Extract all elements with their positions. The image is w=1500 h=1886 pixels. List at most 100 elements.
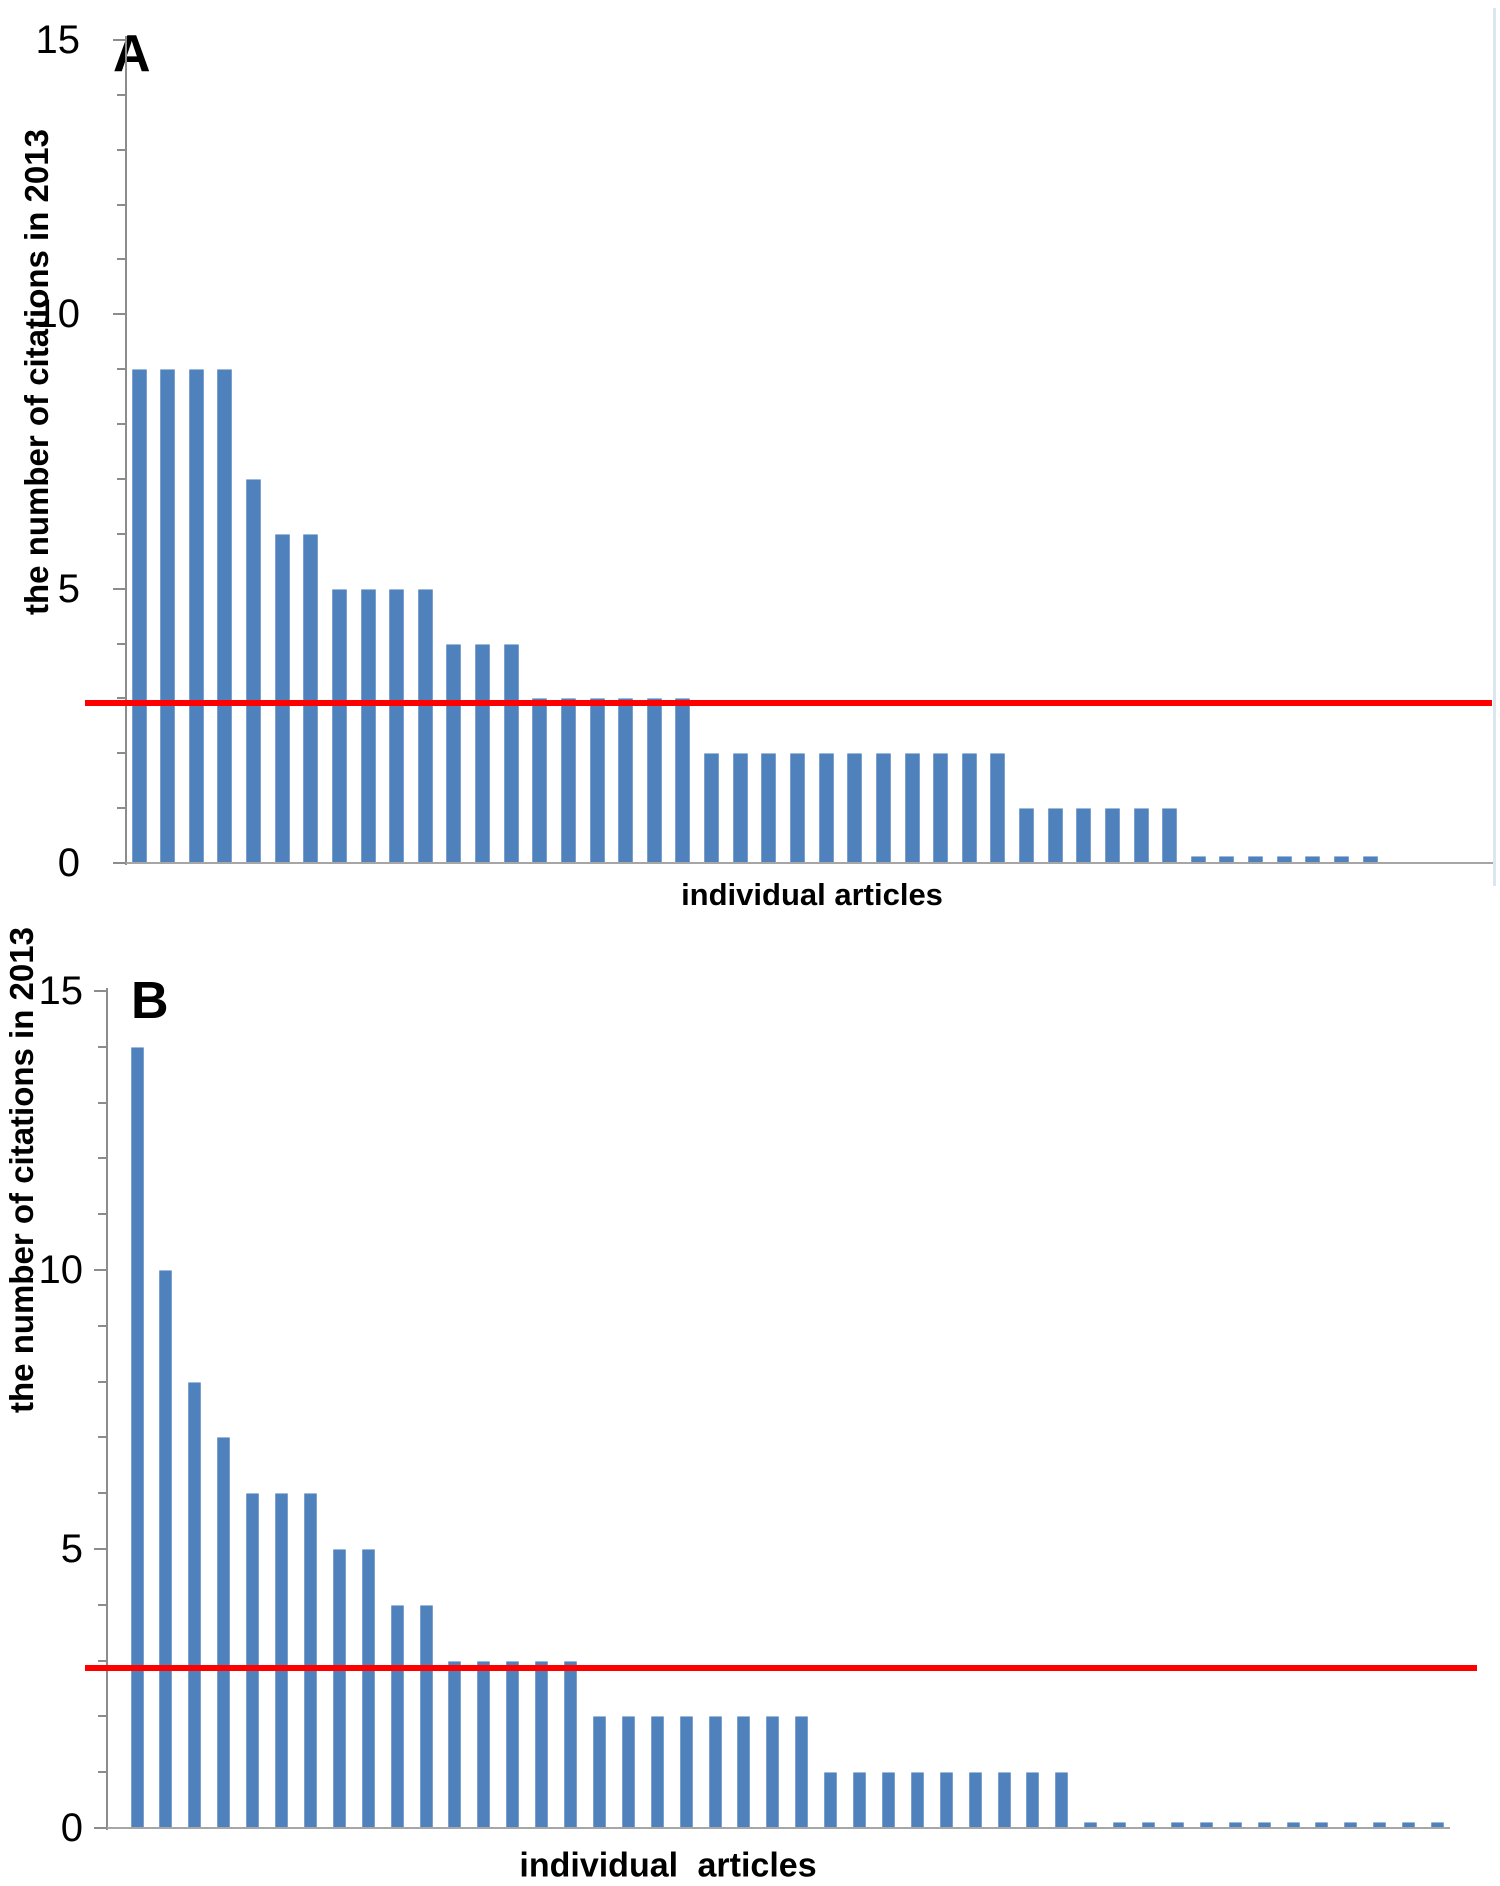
bar <box>1363 856 1378 863</box>
y-axis-tick <box>117 368 126 370</box>
bar <box>733 753 748 863</box>
bar <box>246 1493 259 1828</box>
bar <box>647 698 662 863</box>
x-axis-line <box>126 862 1493 864</box>
bar <box>1219 856 1234 863</box>
bar <box>561 698 576 863</box>
bar <box>131 1047 144 1828</box>
threshold-line <box>85 700 1492 706</box>
y-axis-tick <box>117 149 126 151</box>
bar <box>1229 1822 1242 1828</box>
bar <box>132 369 147 863</box>
panel-letter-a: A <box>113 25 151 83</box>
bar <box>709 1716 722 1828</box>
bar <box>1105 808 1120 863</box>
y-axis-tick <box>117 752 126 754</box>
bar <box>790 753 805 863</box>
bar <box>1191 856 1206 863</box>
y-axis-line <box>125 36 127 865</box>
bar <box>304 1493 317 1828</box>
bar <box>819 753 834 863</box>
bar <box>1334 856 1349 863</box>
bar <box>361 589 376 863</box>
bar <box>1171 1822 1184 1828</box>
y-axis-title: the number of citations in 2013 <box>3 927 40 1413</box>
bar <box>1248 856 1263 863</box>
bar <box>969 1772 982 1828</box>
bar <box>504 644 519 863</box>
plot-right-border <box>1493 8 1496 886</box>
y-axis-tick <box>98 1492 107 1494</box>
bar <box>1344 1822 1357 1828</box>
y-axis-tick <box>98 1325 107 1327</box>
bar <box>418 589 433 863</box>
y-axis-tick <box>94 1269 107 1271</box>
bar <box>333 1549 346 1828</box>
bar <box>362 1549 375 1828</box>
y-axis-tick <box>98 1436 107 1438</box>
x-axis-title: individual articles <box>519 1846 817 1885</box>
y-axis-tick <box>98 1157 107 1159</box>
bar <box>1402 1822 1415 1828</box>
bar <box>275 1493 288 1828</box>
bar <box>962 753 977 863</box>
bar <box>766 1716 779 1828</box>
y-axis-tick <box>117 94 126 96</box>
y-axis-tick <box>117 697 126 699</box>
bar <box>389 589 404 863</box>
y-axis-tick <box>113 862 126 864</box>
panel-letter-b: B <box>131 972 169 1030</box>
y-axis-tick <box>98 1046 107 1048</box>
bar <box>680 1716 693 1828</box>
bar <box>940 1772 953 1828</box>
bar <box>847 753 862 863</box>
y-axis-tick <box>98 1771 107 1773</box>
bar <box>911 1772 924 1828</box>
bar <box>876 753 891 863</box>
y-tick-label: 10 <box>35 292 81 336</box>
y-axis-tick <box>98 1660 107 1662</box>
bar <box>675 698 690 863</box>
bar <box>303 534 318 863</box>
bar <box>475 644 490 863</box>
y-tick-label: 15 <box>38 969 84 1013</box>
bar <box>622 1716 635 1828</box>
y-tick-label: 10 <box>38 1248 84 1292</box>
bar <box>506 1661 519 1828</box>
bar <box>217 1437 230 1828</box>
bar <box>998 1772 1011 1828</box>
bar <box>564 1661 577 1828</box>
y-axis-tick <box>98 1604 107 1606</box>
bar <box>332 589 347 863</box>
bar <box>1134 808 1149 863</box>
bar <box>1162 808 1177 863</box>
bar <box>1084 1822 1097 1828</box>
bar <box>1200 1822 1213 1828</box>
bar <box>651 1716 664 1828</box>
y-axis-tick <box>94 1548 107 1550</box>
bar <box>1305 856 1320 863</box>
bar <box>448 1661 461 1828</box>
bar <box>1076 808 1091 863</box>
y-axis-tick <box>117 258 126 260</box>
bar <box>593 1716 606 1828</box>
bar <box>761 753 776 863</box>
bar <box>188 1382 201 1828</box>
bar <box>477 1661 490 1828</box>
bar <box>535 1661 548 1828</box>
bar <box>1019 808 1034 863</box>
y-axis-line <box>106 988 108 1830</box>
bar <box>1277 856 1292 863</box>
x-axis-line <box>107 1827 1450 1829</box>
bar <box>704 753 719 863</box>
y-tick-label: 0 <box>60 1806 83 1850</box>
bar <box>532 698 547 863</box>
y-axis-tick <box>94 1827 107 1829</box>
bar <box>1113 1822 1126 1828</box>
y-axis-tick <box>117 478 126 480</box>
bar <box>618 698 633 863</box>
bar <box>1287 1822 1300 1828</box>
